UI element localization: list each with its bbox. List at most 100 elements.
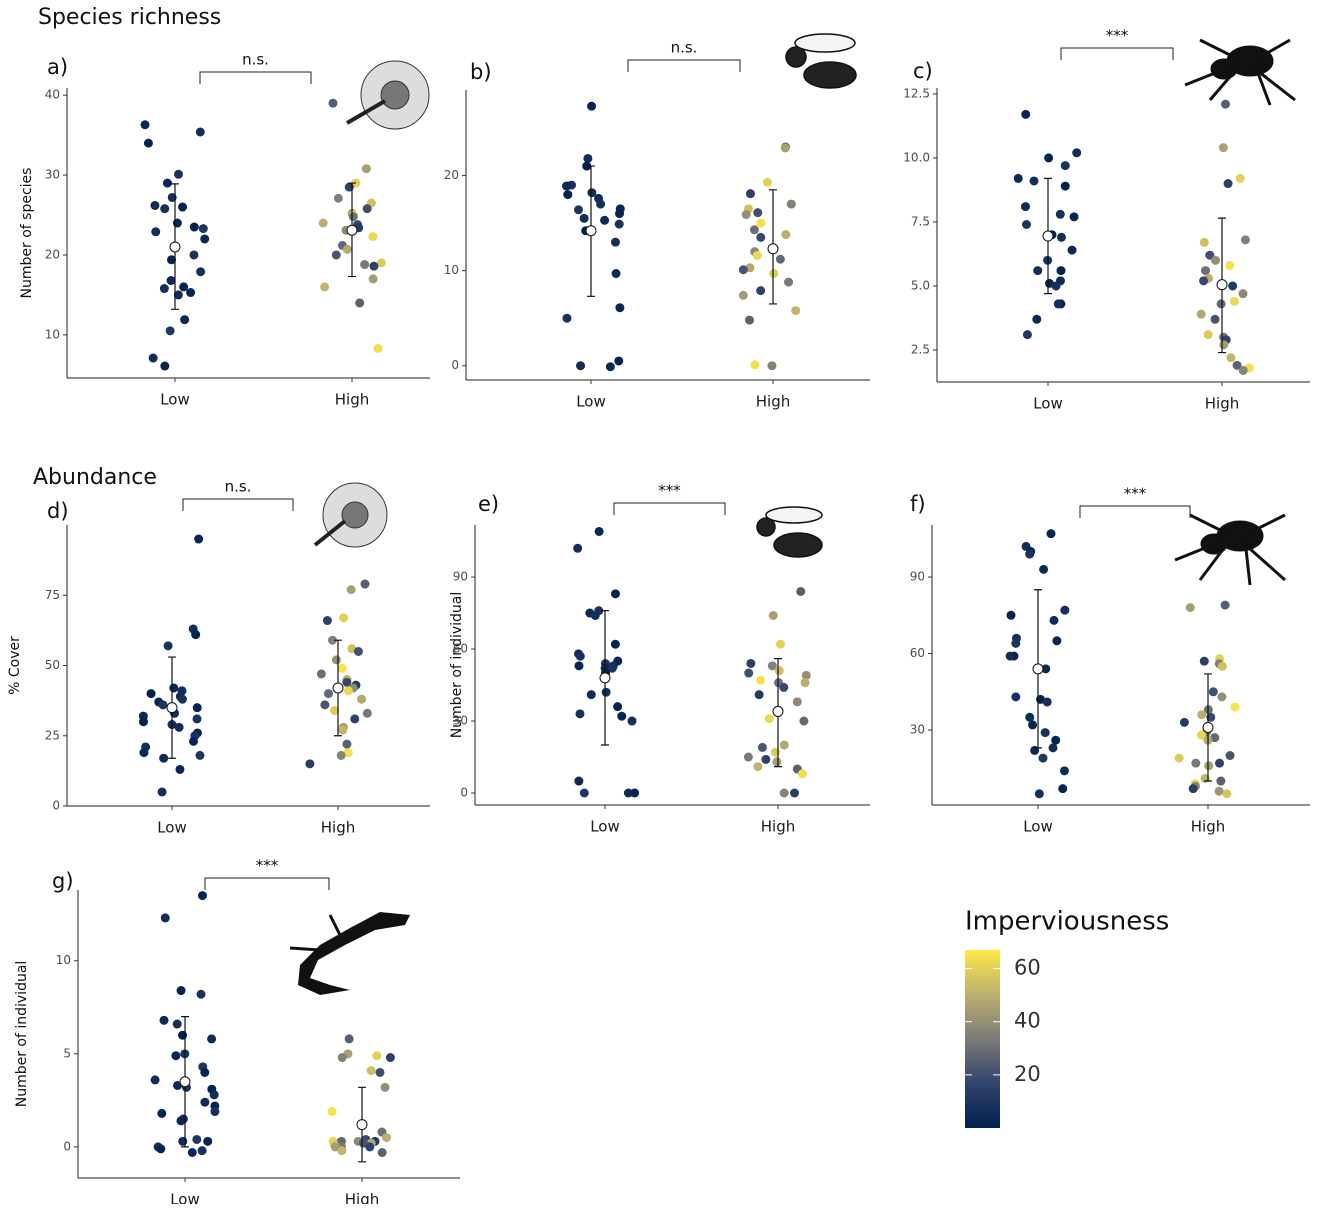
y-tick-label: 5 (63, 1046, 71, 1060)
data-point (178, 695, 187, 704)
data-point (1180, 718, 1189, 727)
data-point (1056, 266, 1065, 275)
data-point (573, 544, 582, 553)
x-tick-label: Low (170, 1191, 200, 1205)
x-tick-label: High (756, 393, 790, 411)
data-point (189, 737, 198, 746)
data-point (360, 260, 369, 269)
data-point (354, 647, 363, 656)
y-tick-label: 0 (63, 1139, 71, 1153)
data-point (180, 315, 189, 324)
data-point (1021, 110, 1030, 119)
data-point (787, 200, 796, 209)
data-point (178, 1137, 187, 1146)
data-point (1222, 789, 1231, 798)
data-point (367, 1066, 376, 1075)
y-tick-label: 75 (45, 588, 60, 602)
data-point (1046, 529, 1055, 538)
y-tick-label: 0 (460, 786, 468, 800)
data-point (1058, 784, 1067, 793)
data-point (203, 1137, 212, 1146)
data-point (612, 269, 621, 278)
data-point (765, 714, 774, 723)
y-tick-label: 7.5 (911, 214, 930, 228)
significance-bracket (183, 499, 293, 511)
y-tick-label: 40 (45, 88, 60, 102)
panel-label: d) (47, 499, 69, 523)
data-point (374, 344, 383, 353)
mean-marker (333, 683, 343, 693)
data-point (196, 127, 205, 136)
data-point (195, 751, 204, 760)
data-point (190, 223, 199, 232)
data-point (1011, 692, 1020, 701)
data-point (210, 1090, 219, 1099)
data-point (1051, 736, 1060, 745)
mean-marker (1203, 722, 1213, 732)
data-point (784, 278, 793, 287)
data-point (160, 1016, 169, 1025)
data-point (141, 120, 150, 129)
data-point (767, 361, 776, 370)
data-point (305, 759, 314, 768)
data-point (158, 787, 167, 796)
data-point (1175, 754, 1184, 763)
data-point (1197, 710, 1206, 719)
data-point (334, 194, 343, 203)
panel-label: b) (470, 60, 492, 84)
data-point (1241, 235, 1250, 244)
data-point (1038, 754, 1047, 763)
data-point (363, 709, 372, 718)
data-point (210, 1107, 219, 1116)
mean-marker (773, 706, 783, 716)
significance-label: n.s. (671, 39, 698, 57)
y-tick-label: 20 (444, 168, 459, 182)
data-point (1021, 202, 1030, 211)
data-point (756, 219, 765, 228)
data-point (602, 688, 611, 697)
data-point (1211, 315, 1220, 324)
data-point (159, 754, 168, 763)
colorbar-tick-label: 40 (1014, 1009, 1041, 1033)
x-tick-label: Low (1033, 395, 1063, 413)
data-point (1217, 299, 1226, 308)
data-point (1056, 210, 1065, 219)
x-tick-label: Low (1023, 818, 1053, 836)
data-point (1041, 728, 1050, 737)
data-point (200, 1068, 209, 1077)
data-point (1011, 639, 1020, 648)
data-point (320, 282, 329, 291)
data-point (744, 753, 753, 762)
panel-label: e) (478, 492, 499, 516)
data-point (1025, 550, 1034, 559)
data-point (1044, 153, 1053, 162)
y-tick-label: 25 (45, 728, 60, 742)
data-point (349, 212, 358, 221)
data-point (368, 232, 377, 241)
data-point (769, 611, 778, 620)
data-point (167, 276, 176, 285)
data-point (1007, 611, 1016, 620)
data-point (1025, 713, 1034, 722)
significance-label: *** (256, 857, 279, 875)
data-point (1032, 315, 1041, 324)
data-point (199, 224, 208, 233)
data-point (614, 356, 623, 365)
y-tick-label: 60 (453, 642, 468, 656)
data-point (575, 661, 584, 670)
data-point (780, 789, 789, 798)
data-point (580, 214, 589, 223)
data-point (197, 990, 206, 999)
data-point (156, 1144, 165, 1153)
data-point (776, 640, 785, 649)
data-point (338, 726, 347, 735)
data-point (1218, 662, 1227, 671)
panel-label: a) (47, 55, 68, 79)
data-point (1039, 565, 1048, 574)
significance-label: *** (658, 482, 681, 500)
x-tick-label: High (1191, 818, 1225, 836)
data-point (606, 362, 615, 371)
data-point (380, 1083, 389, 1092)
data-point (1023, 330, 1032, 339)
data-point (1200, 657, 1209, 666)
